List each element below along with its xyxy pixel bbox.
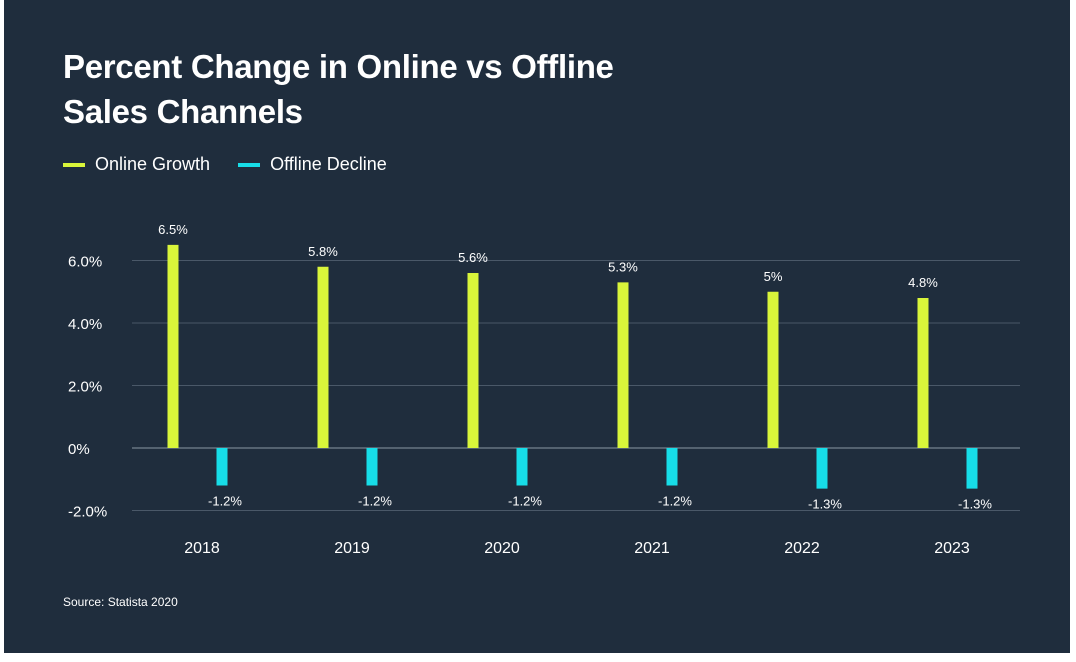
legend-label-online: Online Growth bbox=[95, 154, 211, 174]
data-label-offline: -1.2% bbox=[358, 494, 392, 509]
bar-online bbox=[317, 266, 329, 448]
x-tick-label: 2018 bbox=[184, 540, 220, 557]
legend-item-online: Online Growth bbox=[63, 154, 210, 175]
y-tick-label: 0% bbox=[68, 441, 90, 458]
legend-swatch-online bbox=[63, 162, 85, 167]
legend: Online Growth Offline Decline bbox=[63, 154, 415, 175]
y-tick-label: 4.0% bbox=[68, 316, 102, 333]
title-line-1: Percent Change in Online vs Offline bbox=[63, 48, 614, 85]
data-label-online: 4.8% bbox=[908, 275, 938, 290]
source-note: Source: Statista 2020 bbox=[63, 595, 178, 609]
data-label-offline: -1.3% bbox=[958, 497, 992, 512]
data-label-offline: -1.2% bbox=[658, 494, 692, 509]
bar-offline bbox=[216, 448, 228, 486]
x-tick-label: 2021 bbox=[634, 540, 670, 557]
data-label-online: 5% bbox=[764, 269, 783, 284]
data-label-online: 5.3% bbox=[608, 259, 638, 274]
bar-offline bbox=[816, 448, 828, 489]
title-line-2: Sales Channels bbox=[63, 93, 303, 130]
data-label-offline: -1.2% bbox=[508, 494, 542, 509]
bar-online bbox=[467, 273, 479, 448]
data-label-offline: -1.3% bbox=[808, 497, 842, 512]
data-label-online: 5.6% bbox=[458, 250, 488, 265]
legend-swatch-offline bbox=[238, 162, 261, 167]
bar-online bbox=[617, 282, 629, 448]
x-tick-label: 2019 bbox=[334, 540, 370, 557]
bar-online bbox=[767, 291, 779, 448]
legend-label-offline: Offline Decline bbox=[270, 154, 387, 174]
y-tick-label: 6.0% bbox=[68, 254, 102, 271]
y-tick-label: 2.0% bbox=[68, 379, 102, 396]
y-tick-label: -2.0% bbox=[68, 504, 107, 521]
bar-offline bbox=[366, 448, 378, 486]
data-label-offline: -1.2% bbox=[208, 494, 242, 509]
data-label-online: 5.8% bbox=[308, 244, 338, 259]
chart-title: Percent Change in Online vs Offline Sale… bbox=[63, 44, 703, 134]
bar-offline bbox=[966, 448, 978, 489]
x-tick-label: 2023 bbox=[934, 540, 970, 557]
bar-online bbox=[167, 244, 179, 448]
legend-item-offline: Offline Decline bbox=[238, 154, 387, 175]
bar-online bbox=[917, 298, 929, 448]
data-label-online: 6.5% bbox=[158, 222, 188, 237]
chart-card bbox=[4, 0, 1070, 653]
bar-offline bbox=[666, 448, 678, 486]
x-tick-label: 2020 bbox=[484, 540, 520, 557]
bar-offline bbox=[516, 448, 528, 486]
x-tick-label: 2022 bbox=[784, 540, 820, 557]
